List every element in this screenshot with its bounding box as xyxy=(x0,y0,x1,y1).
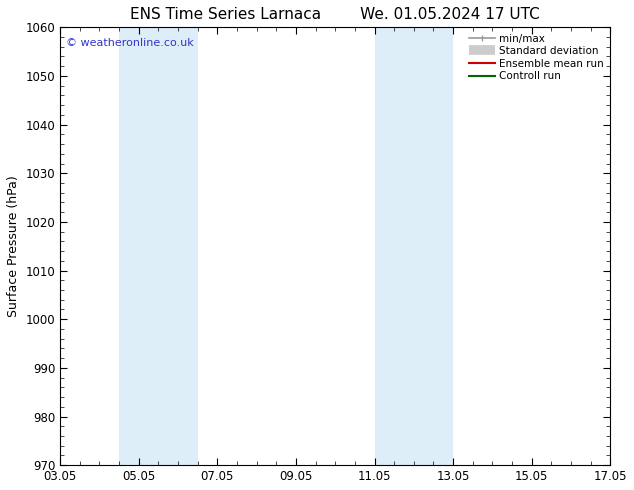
Bar xyxy=(119,27,198,465)
Y-axis label: Surface Pressure (hPa): Surface Pressure (hPa) xyxy=(7,175,20,317)
Title: ENS Time Series Larnaca        We. 01.05.2024 17 UTC: ENS Time Series Larnaca We. 01.05.2024 1… xyxy=(131,7,540,22)
Text: © weatheronline.co.uk: © weatheronline.co.uk xyxy=(65,38,193,48)
Bar xyxy=(375,27,453,465)
Legend: min/max, Standard deviation, Ensemble mean run, Controll run: min/max, Standard deviation, Ensemble me… xyxy=(466,30,607,84)
